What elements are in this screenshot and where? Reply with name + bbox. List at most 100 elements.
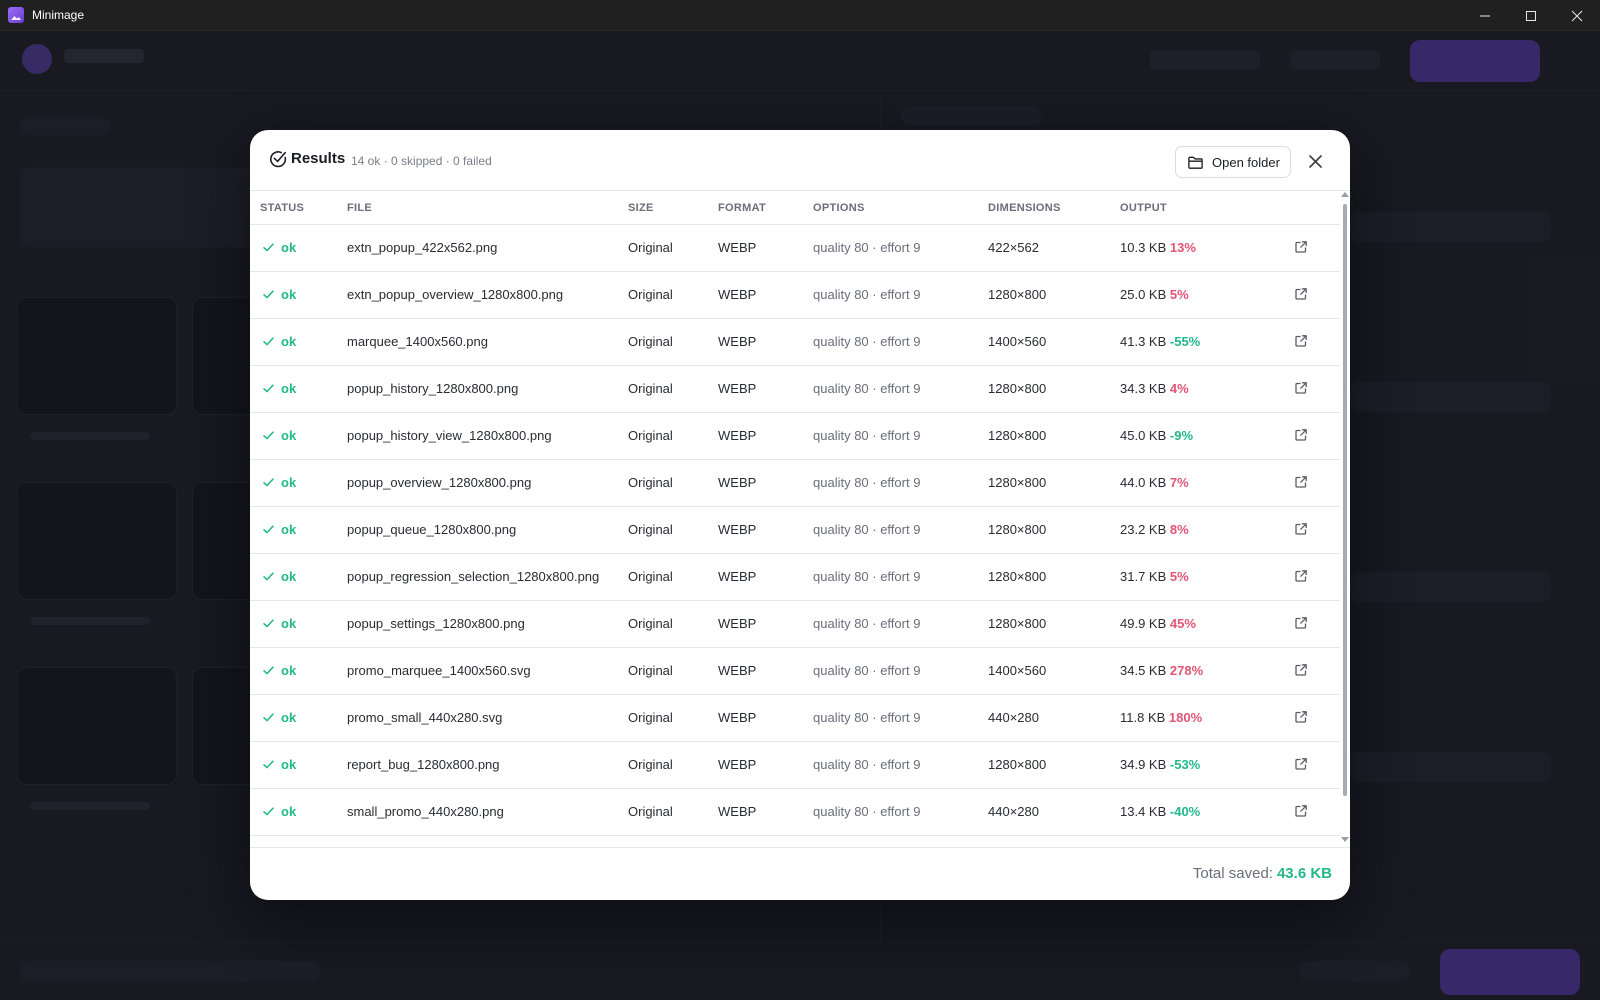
external-link-icon [1295, 569, 1307, 582]
table-row[interactable]: ok extn_popup_422x562.png Original WEBP qual… [250, 224, 1340, 272]
action-cell [1260, 506, 1340, 554]
external-link-icon [1295, 522, 1307, 535]
check-icon [263, 524, 274, 533]
output-percent-change: 13% [1169, 240, 1196, 255]
dimensions-cell: 1280×800 [988, 553, 1120, 601]
open-file-button[interactable] [1293, 709, 1309, 725]
size-cell: Original [628, 600, 718, 648]
output-cell: 49.9 KB 45% [1120, 600, 1260, 648]
file-name-cell: small_promo_440x280.png [347, 788, 628, 836]
open-file-button[interactable] [1293, 286, 1309, 302]
status-text: ok [281, 756, 297, 772]
table-row[interactable]: ok marquee_1400x560.png Original WEBP qualit… [250, 318, 1340, 366]
action-cell [1260, 318, 1340, 366]
status-badge: ok [263, 522, 296, 537]
results-summary: 14 ok · 0 skipped · 0 failed [351, 154, 492, 168]
scroll-thumb[interactable] [1343, 204, 1347, 796]
output-percent-change: -40% [1169, 804, 1201, 819]
options-cell: quality 80 · effort 9 [813, 741, 988, 789]
check-icon [263, 806, 274, 815]
output-cell: 13.4 KB -40% [1120, 788, 1260, 836]
scroll-up-arrow[interactable] [1341, 192, 1349, 197]
output-cell: 45.0 KB -9% [1120, 412, 1260, 460]
status-badge: ok [263, 381, 296, 396]
action-cell [1260, 600, 1340, 648]
table-row[interactable]: ok promo_marquee_1400x560.svg Original WEBP… [250, 647, 1340, 695]
window-close-button[interactable] [1554, 0, 1600, 31]
open-file-button[interactable] [1293, 239, 1309, 255]
format-cell: WEBP [718, 412, 813, 460]
status-text: ok [281, 474, 297, 490]
action-cell [1260, 694, 1340, 742]
status-badge: ok [263, 287, 296, 302]
close-dialog-button[interactable] [1302, 148, 1328, 174]
column-header-size[interactable]: SIZE [628, 192, 718, 225]
status-badge: ok [263, 804, 296, 819]
dimensions-cell: 1280×800 [988, 459, 1120, 507]
format-cell: WEBP [718, 788, 813, 836]
table-row[interactable]: ok report_bug_1280x800.png Original WEBP qua… [250, 741, 1340, 789]
status-badge: ok [263, 240, 296, 255]
open-file-button[interactable] [1293, 333, 1309, 349]
column-header-dimensions[interactable]: DIMENSIONS [988, 192, 1120, 225]
external-link-icon [1295, 475, 1307, 488]
format-cell: WEBP [718, 318, 813, 366]
open-file-button[interactable] [1293, 427, 1309, 443]
results-scrollbar[interactable] [1340, 192, 1350, 847]
table-row[interactable]: ok popup_settings_1280x800.png Original WEB… [250, 600, 1340, 648]
total-saved-label: Total saved: [1192, 865, 1273, 882]
scroll-down-arrow[interactable] [1341, 837, 1349, 842]
column-header-output[interactable]: OUTPUT [1120, 192, 1260, 225]
table-row[interactable]: ok extn_popup_overview_1280x800.png Origin… [250, 271, 1340, 319]
check-icon [263, 289, 274, 298]
output-size: 41.3 KB [1120, 334, 1167, 349]
status-text: ok [281, 615, 297, 631]
table-row[interactable]: ok popup_overview_1280x800.png Original WEB… [250, 459, 1340, 507]
open-folder-button[interactable]: Open folder [1175, 146, 1291, 178]
size-cell: Original [628, 741, 718, 789]
open-file-button[interactable] [1293, 662, 1309, 678]
size-cell: Original [628, 412, 718, 460]
table-row[interactable]: ok small_promo_440x280.png Original WEBP qua… [250, 788, 1340, 836]
table-row[interactable]: ok popup_queue_1280x800.png Original WEBP qu… [250, 506, 1340, 554]
column-header-format[interactable]: FORMAT [718, 192, 813, 225]
open-file-button[interactable] [1293, 521, 1309, 537]
format-cell: WEBP [718, 224, 813, 272]
status-badge: ok [263, 710, 296, 725]
minimize-button[interactable] [1462, 0, 1508, 31]
table-row[interactable]: ok promo_small_440x280.svg Original WEBP qua… [250, 694, 1340, 742]
status-badge: ok [263, 616, 296, 631]
dimensions-cell: 1280×800 [988, 600, 1120, 648]
open-file-button[interactable] [1293, 803, 1309, 819]
table-row[interactable]: ok popup_history_1280x800.png Original WEBP… [250, 365, 1340, 413]
open-file-button[interactable] [1293, 756, 1309, 772]
status-cell: ok [250, 647, 347, 695]
open-file-button[interactable] [1293, 615, 1309, 631]
format-cell: WEBP [718, 459, 813, 507]
external-link-icon [1295, 804, 1307, 817]
column-header-file[interactable]: FILE [347, 192, 628, 225]
open-file-button[interactable] [1293, 474, 1309, 490]
table-row[interactable]: ok popup_history_view_1280x800.png Origina… [250, 412, 1340, 460]
dimensions-cell: 422×562 [988, 224, 1120, 272]
table-header-row: STATUS FILE SIZE FORMAT OPTIONS DIMENSIO… [250, 192, 1340, 225]
open-file-button[interactable] [1293, 568, 1309, 584]
size-cell: Original [628, 224, 718, 272]
check-icon [263, 477, 274, 486]
output-percent-change: 7% [1169, 475, 1189, 490]
output-size: 34.3 KB [1120, 381, 1167, 396]
status-cell: ok [250, 365, 347, 413]
table-row[interactable]: ok popup_regression_selection_1280x800.pn… [250, 553, 1340, 601]
column-header-options[interactable]: OPTIONS [813, 192, 988, 225]
open-file-button[interactable] [1293, 380, 1309, 396]
check-icon [263, 242, 274, 251]
status-text: ok [281, 380, 297, 396]
maximize-button[interactable] [1508, 0, 1554, 31]
external-link-icon [1295, 287, 1307, 300]
options-cell: quality 80 · effort 9 [813, 788, 988, 836]
minimize-icon [1480, 15, 1490, 16]
status-text: ok [281, 239, 297, 255]
output-percent-change: -55% [1169, 334, 1201, 349]
output-size: 44.0 KB [1120, 475, 1167, 490]
column-header-status[interactable]: STATUS [250, 192, 347, 225]
